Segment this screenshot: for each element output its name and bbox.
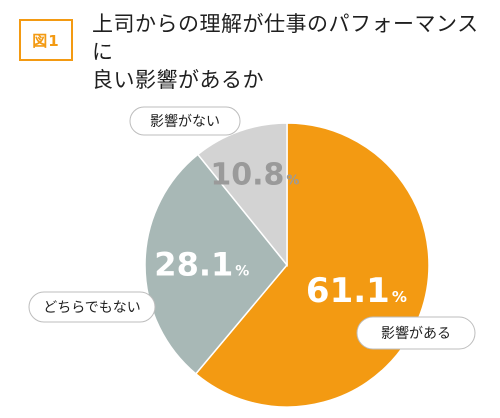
pie-value-label-influence: 61.1% bbox=[306, 271, 407, 311]
callout-box bbox=[28, 291, 156, 323]
pie-value-label-neutral: 28.1% bbox=[154, 245, 249, 283]
pie-callouts: 影響がある どちらでもない 影響がない bbox=[28, 106, 476, 350]
figure-badge: 図1 bbox=[19, 19, 73, 61]
callout-box bbox=[129, 106, 241, 136]
pie-callout-neutral: どちらでもない bbox=[28, 291, 156, 323]
callout-label: 影響がある bbox=[381, 325, 451, 342]
callout-label: どちらでもない bbox=[43, 300, 141, 316]
pie-callout-influence: 影響がある bbox=[356, 316, 476, 350]
pie-callout-no-influence: 影響がない bbox=[129, 106, 241, 136]
pie-value-label-no-influence: 10.8% bbox=[210, 157, 299, 192]
pie-slice-no-influence bbox=[196, 122, 288, 268]
title-line-1: 上司からの理解が仕事のパフォーマンスに bbox=[92, 12, 479, 64]
pie-slice-neutral bbox=[144, 153, 288, 375]
callout-label: 影響がない bbox=[150, 113, 220, 130]
pie-value-labels: 61.1 % 28.1 % 10.8% bbox=[154, 157, 407, 311]
title-line-2: 良い影響があるか bbox=[92, 68, 264, 92]
callout-box bbox=[356, 316, 476, 350]
chart-title: 上司からの理解が仕事のパフォーマンスに 良い影響があるか bbox=[92, 10, 492, 94]
